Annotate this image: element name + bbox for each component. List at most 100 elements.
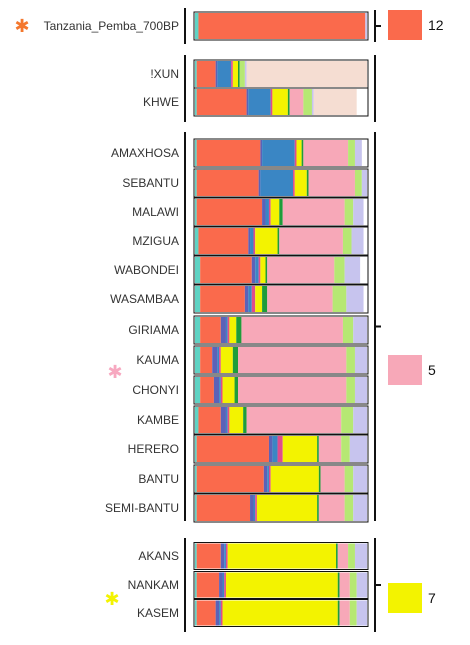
bar-segment-c6 (260, 257, 266, 283)
bar-segment-c5 (268, 466, 271, 492)
bar-segment-c10 (354, 543, 367, 569)
bar-segment-c4 (255, 257, 259, 283)
bar-segment-c4 (219, 600, 221, 626)
bar-segment-c11 (246, 61, 367, 87)
bar-segment-c8 (308, 170, 355, 196)
row-label: GIRIAMA (128, 323, 179, 337)
bar-segment-c2 (198, 228, 249, 254)
bar-segment-c6 (227, 543, 337, 569)
bar-segment-c2 (196, 199, 263, 225)
bar-segment-c3 (268, 436, 273, 462)
bar-segment-c7 (317, 495, 319, 521)
bar-segment-c9 (354, 170, 362, 196)
bar-segment-c6 (222, 600, 338, 626)
bar-segment-c1 (195, 170, 197, 196)
bar-segment-c1 (195, 317, 201, 343)
bar-segment-c2 (198, 407, 221, 433)
bar-segment-c10 (311, 89, 314, 115)
row-label: KAUMA (136, 353, 179, 367)
bar-segment-c5 (220, 377, 223, 403)
bar-segment-c7 (279, 199, 283, 225)
marker-icon: ✱ (14, 16, 29, 36)
bar-segment-c8 (320, 466, 345, 492)
bar-segment-c9 (344, 199, 354, 225)
bar-segment-c10 (365, 13, 367, 39)
bar-segment-c5 (251, 286, 256, 312)
bar-segment-c10 (346, 286, 364, 312)
bar-segment-c10 (354, 377, 367, 403)
bar-segment-c7 (337, 600, 340, 626)
bar-segment-c6 (255, 286, 263, 312)
bar-segment-c6 (282, 436, 318, 462)
marker-icon: ✱ (107, 362, 122, 382)
bar-segment-c2 (200, 347, 213, 373)
bar-segment-c4 (262, 140, 295, 166)
bar-segment-c2 (196, 495, 251, 521)
bar-segment-c4 (265, 199, 269, 225)
bar-segment-c3 (263, 466, 268, 492)
bar-segment-c1 (195, 347, 201, 373)
bar-segment-c6 (296, 140, 302, 166)
bar-segment-c3 (215, 61, 218, 87)
bar-segment-c2 (200, 257, 252, 283)
bar-segment-c8 (282, 199, 345, 225)
bar-segment-c9 (348, 543, 355, 569)
bar-segment-c1 (195, 543, 197, 569)
bar-segment-c8 (267, 257, 335, 283)
bar-segment-c1 (195, 377, 201, 403)
row-label: HERERO (128, 442, 179, 456)
bar-segment-c1 (195, 228, 199, 254)
legend-box-label: 7 (428, 590, 436, 606)
bar-segment-c3 (219, 572, 223, 598)
row-label: NANKAM (128, 578, 179, 592)
row-label: !XUN (150, 67, 179, 81)
bar-segment-c9 (346, 347, 355, 373)
bar-segment-c7 (287, 89, 290, 115)
bar-segment-c2 (200, 286, 245, 312)
bar-segment-c4 (219, 377, 221, 403)
bar-segment-c2 (196, 61, 216, 87)
bar-segment-c6 (270, 199, 280, 225)
bar-segment-c1 (195, 600, 197, 626)
bar-segment-c8 (339, 600, 350, 626)
bar-segment-c10 (349, 436, 367, 462)
bar-segment-c3 (220, 543, 225, 569)
bar-segment-c10 (354, 140, 362, 166)
bar-segment-c7 (306, 170, 309, 196)
bar-segment-c3 (248, 228, 251, 254)
row-label: BANTU (138, 472, 179, 486)
bar-segment-c2 (198, 13, 366, 39)
legend-box (388, 583, 422, 613)
bar-segment-c6 (270, 466, 319, 492)
bar-segment-c4 (225, 407, 228, 433)
bar-segment-c9 (349, 600, 357, 626)
bar-segment-c3 (258, 170, 261, 196)
bar-segment-c6 (255, 228, 278, 254)
bar-segment-c7 (236, 317, 242, 343)
bar-segment-c3 (215, 600, 220, 626)
bar-segment-c6 (294, 170, 307, 196)
bar-segment-c10 (244, 61, 247, 87)
row-label: KAMBE (137, 413, 179, 427)
bar-segment-c7 (234, 377, 238, 403)
bar-segment-c2 (200, 377, 214, 403)
bar-segment-c1 (195, 199, 197, 225)
bar-segment-c3 (250, 495, 254, 521)
bar-segment-c3 (220, 407, 226, 433)
row-label: KHWE (143, 95, 179, 109)
bar-segment-c6 (272, 89, 288, 115)
bar-segment-c9 (332, 286, 347, 312)
row-label: AMAXHOSA (111, 146, 179, 160)
bar-segment-c3 (246, 89, 249, 115)
bar-segment-c3 (244, 286, 249, 312)
bar-segment-c2 (196, 466, 264, 492)
bar-segment-c5 (277, 436, 283, 462)
bar-segment-c1 (195, 13, 199, 39)
bar-segment-c10 (356, 572, 367, 598)
bar-segment-c7 (301, 140, 304, 166)
bar-segment-c9 (239, 61, 245, 87)
legend-box (388, 355, 422, 385)
row-label: CHONYI (132, 383, 179, 397)
bar-segment-c7 (277, 228, 280, 254)
bar-segment-c1 (195, 495, 197, 521)
